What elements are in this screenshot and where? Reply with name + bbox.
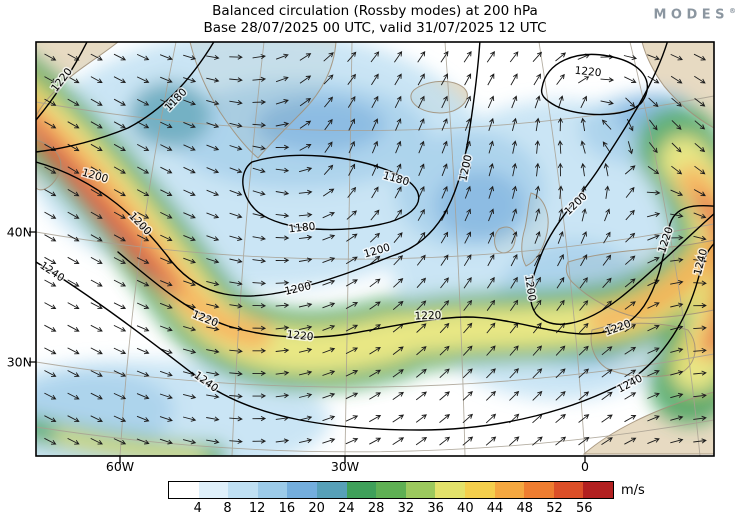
- logo-text: MODES: [653, 7, 729, 23]
- colorbar-tick-label: 4: [193, 501, 202, 516]
- contour-line: [242, 154, 420, 231]
- contour-line: [117, 205, 714, 338]
- path-shape: [344, 42, 353, 456]
- path-shape: [36, 353, 714, 388]
- path-shape: [713, 328, 714, 332]
- colorbar-tick-label: 24: [338, 501, 355, 516]
- colorbar-segment: [405, 482, 436, 498]
- path-shape: [36, 419, 714, 453]
- colorbar-tick-label: 32: [397, 501, 415, 516]
- path-shape: [36, 116, 181, 297]
- colorbar-segment: [494, 482, 525, 498]
- contour-label: 1220: [574, 65, 602, 80]
- path-shape: [586, 240, 714, 334]
- colorbar-tick-label: 8: [223, 501, 232, 516]
- contour-line: [540, 53, 648, 116]
- chart-subtitle: Base 28/07/2025 00 UTC, valid 31/07/2025…: [203, 20, 547, 37]
- path-shape: [36, 95, 714, 132]
- lat-label: 40N: [6, 224, 32, 240]
- contour-line: [36, 242, 714, 431]
- colorbar-segment: [524, 482, 554, 498]
- colorbar-tick-label: 52: [546, 501, 563, 516]
- colorbar-tick-label: 44: [486, 501, 504, 516]
- logo-mark: ®: [729, 7, 736, 15]
- colorbar: [168, 481, 614, 499]
- colorbar-tick-label: 40: [457, 501, 474, 516]
- colorbar-tick-label: 48: [516, 501, 534, 516]
- contour-label: 1180: [288, 221, 316, 236]
- ellipse-shape: [435, 170, 525, 240]
- path-shape: [54, 430, 206, 456]
- lon-label: 30W: [330, 459, 360, 474]
- colorbar-segment: [316, 482, 347, 498]
- ellipse-shape: [255, 97, 385, 153]
- contour-line: [529, 42, 714, 325]
- lon-label: 60W: [105, 459, 135, 474]
- contour-line: [36, 42, 481, 297]
- path-shape: [692, 192, 714, 356]
- map-frame: [35, 41, 715, 457]
- colorbar-tick-label: 20: [308, 501, 325, 516]
- lat-label: 30N: [6, 354, 32, 370]
- contour-label: 1220: [414, 310, 441, 323]
- colorbar-unit: m/s: [621, 483, 645, 498]
- contour-label: 1200: [522, 274, 538, 302]
- contour-line: [36, 42, 215, 153]
- path-shape: [38, 144, 156, 282]
- colorbar-segment: [198, 482, 229, 498]
- path-shape: [36, 223, 714, 260]
- modes-logo: MODES®: [653, 7, 736, 22]
- colorbar-segment: [464, 482, 495, 498]
- ellipse-shape: [128, 81, 212, 149]
- colorbar-tick-label: 56: [575, 501, 593, 516]
- lon-label: 0: [581, 459, 589, 474]
- colorbar-segment: [583, 482, 613, 498]
- axis-ticks: [29, 231, 586, 463]
- colorbar-tick-label: 36: [427, 501, 444, 516]
- colorbar-segment: [346, 482, 377, 498]
- colorbar-segment: [435, 482, 465, 498]
- colorbar-segment: [257, 482, 288, 498]
- colorbar-segment: [228, 482, 258, 498]
- g-shape: 1220118012001200124012201240122012001180…: [36, 42, 714, 456]
- colorbar-segment: [287, 482, 317, 498]
- chart-header: Balanced circulation (Rossby modes) at 2…: [0, 3, 750, 38]
- colorbar-tick-label: 28: [367, 501, 385, 516]
- path-shape: [538, 42, 586, 456]
- chart-title: Balanced circulation (Rossby modes) at 2…: [212, 3, 538, 19]
- colorbar-tick-label: 12: [248, 501, 266, 516]
- path-shape: [119, 42, 177, 456]
- contour-label: 1220: [286, 329, 314, 344]
- colorbar-ticks: 4 8 12 16 20 24 28 32 36 40 44 48 52 56: [168, 501, 614, 516]
- height-contours: [36, 42, 714, 431]
- contour-line: [36, 42, 88, 121]
- colorbar-tick-label: 16: [278, 501, 296, 516]
- colorbar-segment: [169, 482, 199, 498]
- colorbar-segment: [553, 482, 584, 498]
- colorbar-segment: [376, 482, 406, 498]
